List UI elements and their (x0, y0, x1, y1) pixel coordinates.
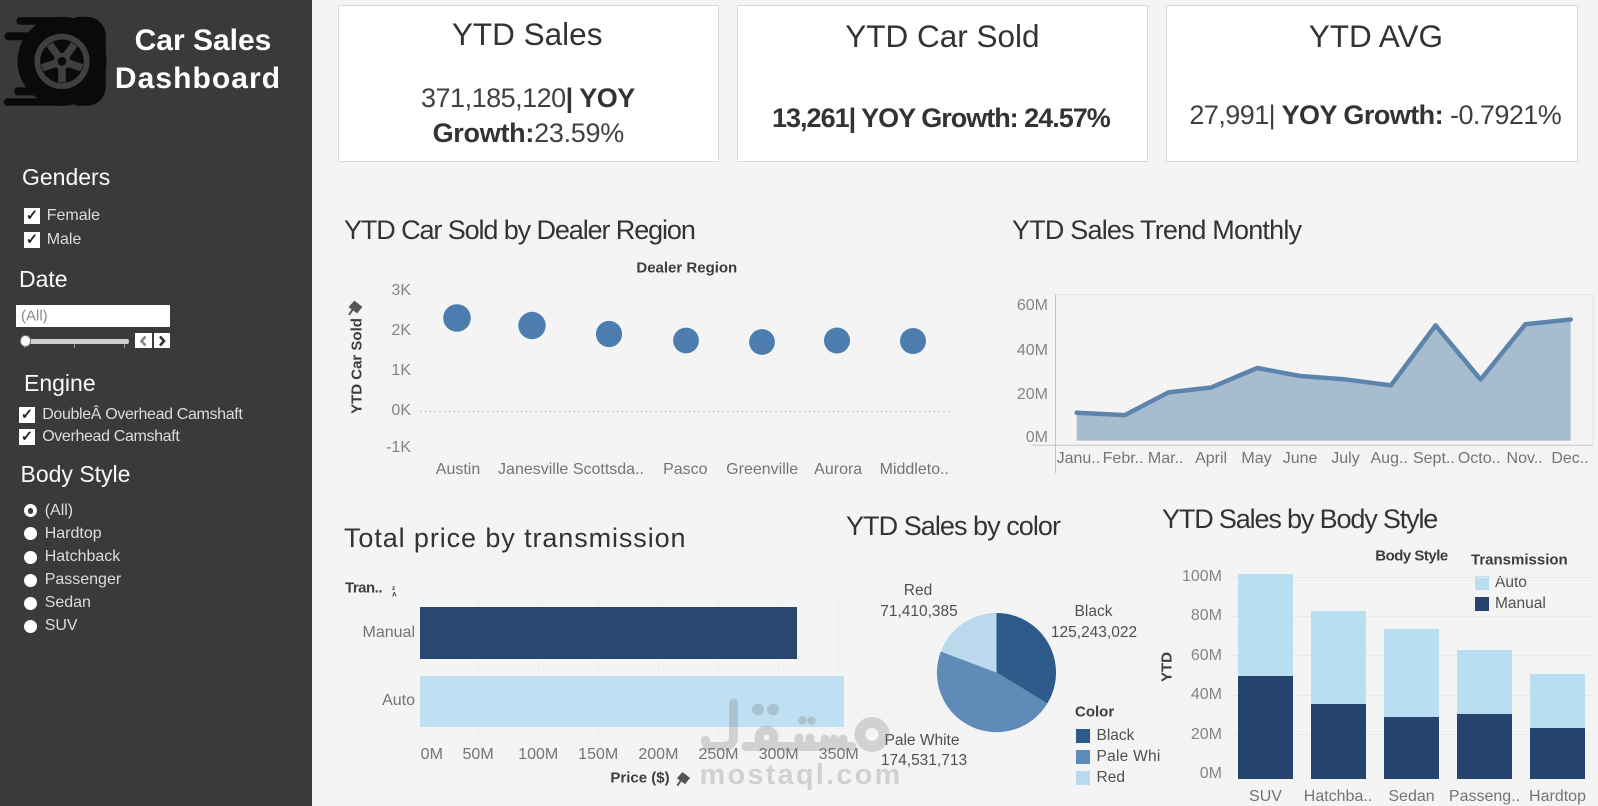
svg-text:A: A (392, 592, 397, 599)
svg-text:z: z (392, 585, 396, 592)
